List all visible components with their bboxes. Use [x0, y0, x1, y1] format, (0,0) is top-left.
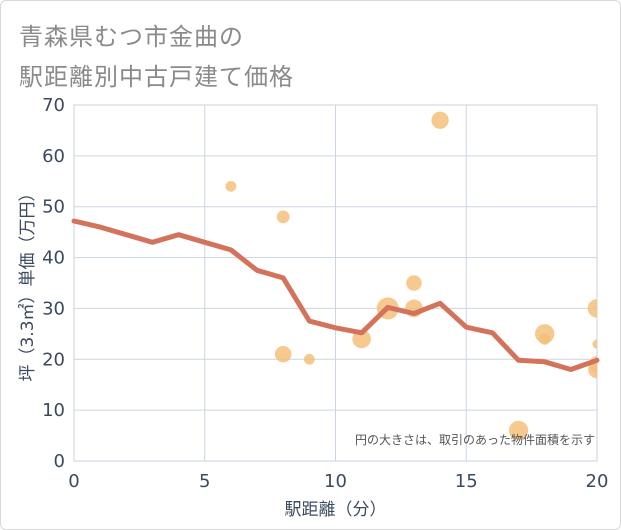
x-axis-title: 駅距離（分） — [285, 500, 387, 520]
y-tick-label: 0 — [54, 451, 65, 472]
x-tick-label: 0 — [68, 471, 79, 492]
x-tick-label: 20 — [586, 471, 609, 492]
area-bubble — [587, 299, 597, 318]
y-tick-label: 50 — [42, 197, 65, 218]
y-tick-label: 60 — [42, 146, 65, 167]
area-bubble — [538, 333, 551, 345]
y-tick-label: 30 — [42, 298, 65, 319]
area-bubble — [431, 111, 449, 129]
average-price-line — [71, 218, 600, 372]
y-tick-label: 40 — [42, 248, 65, 269]
area-bubble — [225, 180, 237, 192]
chart-title-line-1: 青森県むつ市金曲の — [19, 23, 244, 51]
chart-title-line-2: 駅距離別中古戸建て価格 — [19, 63, 294, 91]
x-tick-label: 15 — [455, 471, 478, 492]
area-bubble — [592, 339, 597, 349]
area-bubble — [508, 420, 529, 441]
y-axis-title: 坪（3.3㎡）単価（万円） — [18, 184, 38, 381]
area-bubble — [303, 353, 315, 365]
area-bubble — [274, 345, 292, 363]
x-tick-label: 10 — [324, 471, 347, 492]
y-tick-label: 10 — [42, 400, 65, 421]
y-tick-label: 70 — [42, 95, 65, 116]
x-tick-label: 5 — [199, 471, 210, 492]
area-bubble — [276, 210, 290, 224]
y-tick-label: 20 — [42, 349, 65, 370]
area-bubble — [406, 275, 422, 291]
bubble-size-note: 円の大きさは、取引のあった物件面積を示す — [355, 432, 595, 447]
